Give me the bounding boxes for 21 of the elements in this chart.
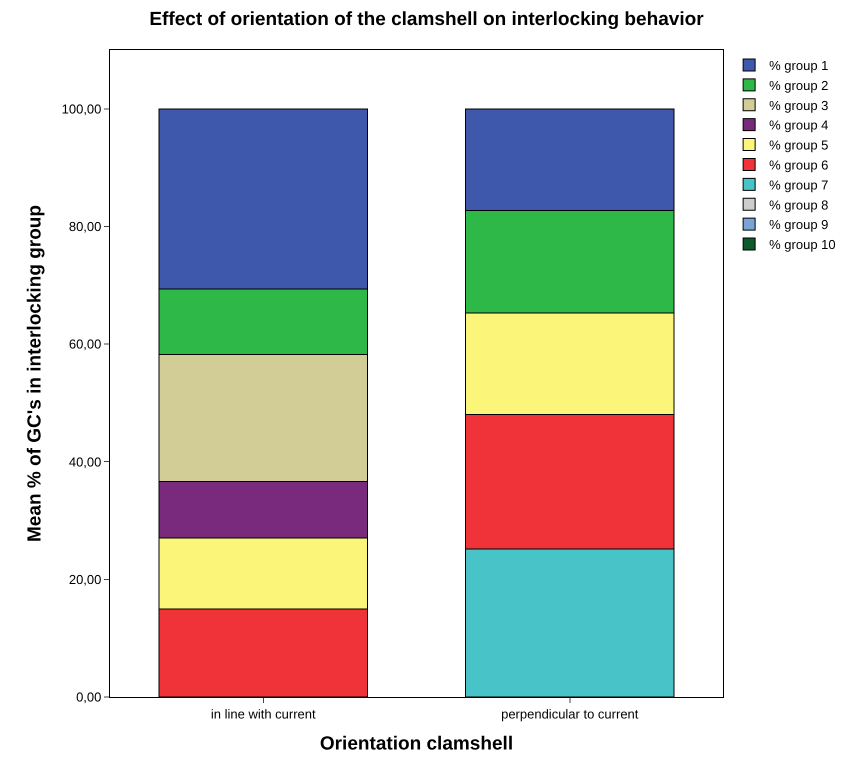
- legend-label: % group 10: [769, 237, 836, 252]
- legend-label: % group 5: [769, 138, 828, 153]
- legend-label: % group 3: [769, 98, 828, 113]
- x-axis-title: Orientation clamshell: [320, 733, 514, 754]
- x-tick-label: in line with current: [210, 706, 316, 722]
- y-tick-label: 20,00: [68, 572, 102, 587]
- legend-label: % group 2: [769, 78, 828, 93]
- legend-label: % group 9: [769, 217, 828, 232]
- y-tick-label: 0,00: [76, 690, 102, 705]
- y-tick-label: 40,00: [68, 454, 102, 470]
- x-tick-label: perpendicular to current: [501, 706, 639, 722]
- y-tick-label: 80,00: [68, 219, 102, 234]
- y-tick-label: 60,00: [68, 336, 102, 352]
- chart-title: Effect of orientation of the clamshell on interlocking behavior: [149, 8, 704, 30]
- legend-label: % group 7: [769, 177, 828, 192]
- y-axis-title: Mean % of GC's in interlocking group: [24, 204, 46, 542]
- legend-label: % group 6: [769, 158, 828, 173]
- legend-label: % group 1: [769, 58, 828, 74]
- legend-label: % group 8: [769, 197, 828, 212]
- legend-label: % group 4: [769, 118, 828, 133]
- y-tick-label: 100,00: [62, 101, 102, 116]
